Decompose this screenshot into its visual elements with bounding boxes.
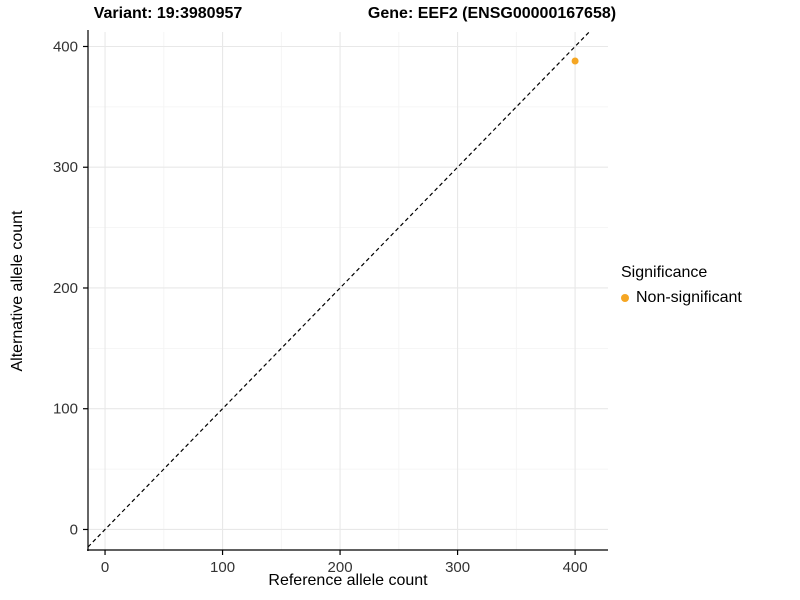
legend-title: Significance: [621, 264, 708, 281]
x-tick-label: 400: [563, 559, 588, 576]
x-axis-label: Reference allele count: [268, 572, 428, 589]
legend-item: Non-significant: [621, 289, 742, 307]
y-tick-label: 100: [53, 401, 78, 418]
data-point: [571, 57, 579, 65]
y-tick-label: 400: [53, 38, 78, 55]
x-tick-label: 100: [210, 559, 235, 576]
identity-line: [87, 31, 590, 548]
legend-item-label: Non-significant: [636, 289, 742, 306]
x-tick-label: 300: [445, 559, 470, 576]
legend: Significance Non-significant: [621, 264, 742, 307]
x-tick-label: 200: [328, 559, 353, 576]
y-tick-label: 0: [70, 521, 78, 538]
chart-title-variant: Variant: 19:3980957: [93, 5, 243, 22]
chart-title-gene: Gene: EEF2 (ENSG00000167658): [367, 5, 617, 22]
y-tick-label: 200: [53, 280, 78, 297]
y-axis-label: Alternative allele count: [9, 210, 26, 372]
legend-swatch: [621, 294, 629, 302]
y-tick-label: 300: [53, 159, 78, 176]
x-tick-label: 0: [101, 559, 109, 576]
